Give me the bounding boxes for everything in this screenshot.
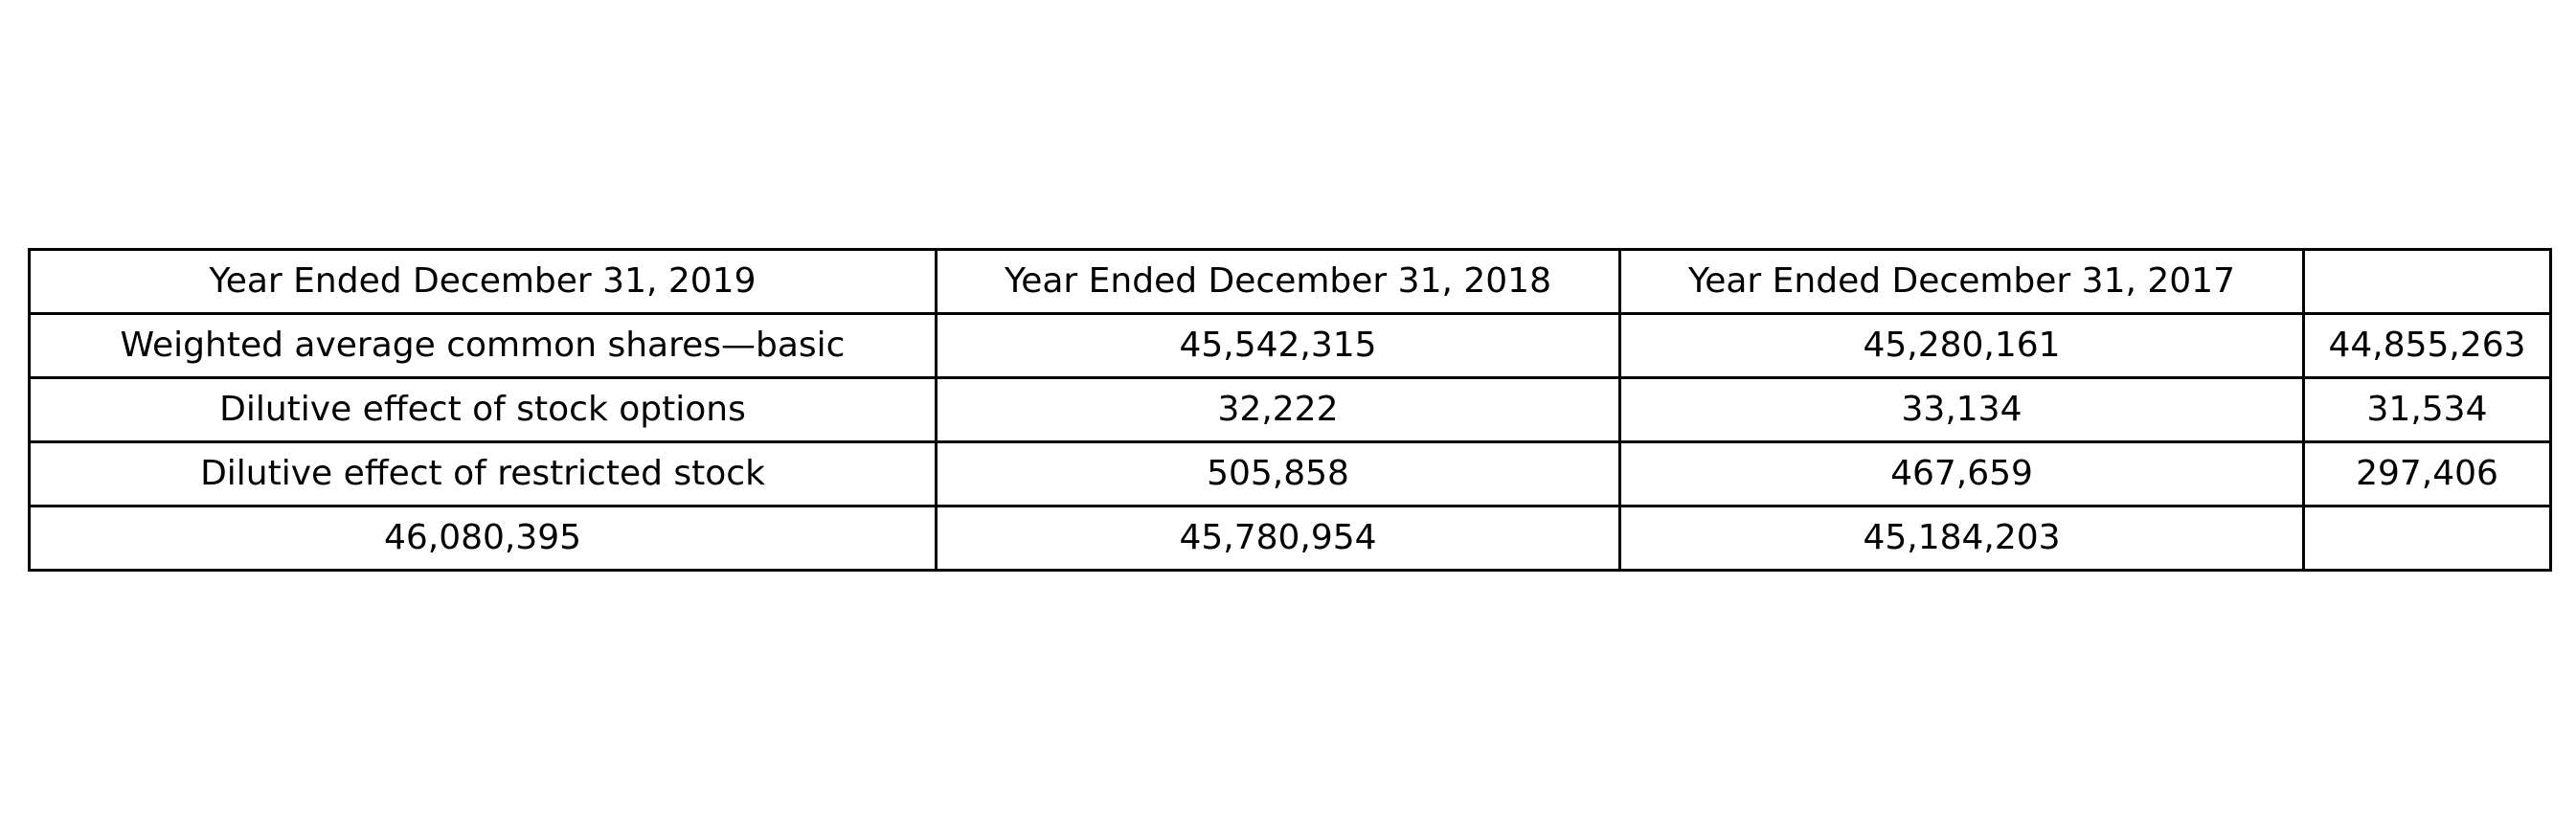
table-row: Weighted average common shares—basic 45,5…: [28, 312, 2552, 379]
table-cell: [2302, 248, 2552, 315]
table-cell: 32,222: [935, 376, 1621, 443]
table-row: Dilutive effect of stock options 32,222 33…: [28, 376, 2552, 443]
table-cell: Year Ended December 31, 2019: [28, 248, 938, 315]
data-table-container: Year Ended December 31, 2019 Year Ended D…: [28, 248, 2552, 572]
table-cell: 467,659: [1618, 440, 2305, 507]
table-row: 46,080,395 45,780,954 45,184,203: [28, 505, 2552, 572]
table-cell: Dilutive effect of restricted stock: [28, 440, 938, 507]
table-cell: 505,858: [935, 440, 1621, 507]
table-cell: 33,134: [1618, 376, 2305, 443]
table-cell: 45,184,203: [1618, 505, 2305, 572]
table-header-row: Year Ended December 31, 2019 Year Ended D…: [28, 248, 2552, 315]
table-cell: 45,780,954: [935, 505, 1621, 572]
data-table: Year Ended December 31, 2019 Year Ended D…: [28, 248, 2552, 572]
table-cell: [2302, 505, 2552, 572]
table-cell: 31,534: [2302, 376, 2552, 443]
table-cell: 297,406: [2302, 440, 2552, 507]
table-cell: 45,280,161: [1618, 312, 2305, 379]
table-cell: 44,855,263: [2302, 312, 2552, 379]
table-row: Dilutive effect of restricted stock 505,8…: [28, 440, 2552, 507]
table-cell: 46,080,395: [28, 505, 938, 572]
table-cell: Year Ended December 31, 2018: [935, 248, 1621, 315]
table-body: Year Ended December 31, 2019 Year Ended D…: [28, 248, 2552, 572]
table-cell: Weighted average common shares—basic: [28, 312, 938, 379]
table-cell: Year Ended December 31, 2017: [1618, 248, 2305, 315]
table-cell: Dilutive effect of stock options: [28, 376, 938, 443]
table-cell: 45,542,315: [935, 312, 1621, 379]
